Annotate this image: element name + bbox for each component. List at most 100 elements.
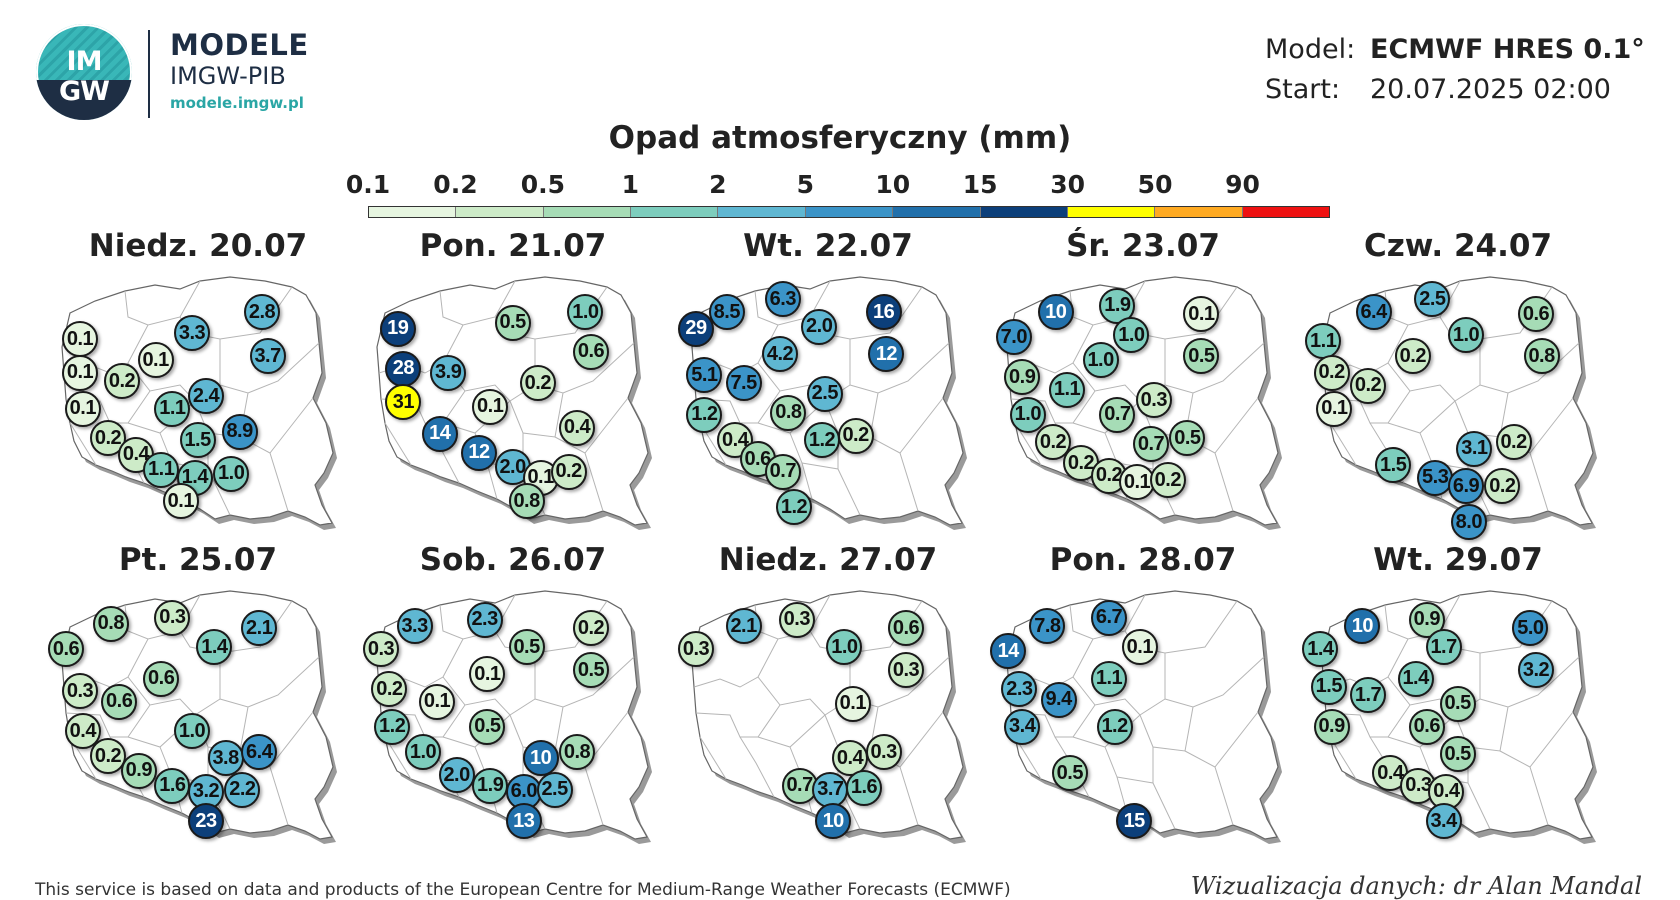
precip-value-marker: 2.1 bbox=[241, 610, 278, 647]
region-border bbox=[1072, 339, 1166, 402]
legend-color-bar bbox=[368, 206, 1330, 218]
precip-value-marker: 0.1 bbox=[62, 354, 98, 391]
panel-date-title: Pon. 21.07 bbox=[419, 228, 607, 264]
precip-value-marker: 3.4 bbox=[1425, 803, 1462, 840]
legend-threshold-9: 50 bbox=[1137, 170, 1173, 199]
precip-value-marker: 23 bbox=[188, 803, 224, 840]
precip-value-marker: 1.7 bbox=[1350, 677, 1386, 714]
precip-value-marker: 2.4 bbox=[188, 378, 224, 414]
precip-value-marker: 10 bbox=[1344, 608, 1381, 644]
precip-value-marker: 0.2 bbox=[1149, 462, 1186, 498]
precip-value-marker: 0.7 bbox=[1099, 396, 1136, 433]
precip-value-marker: 3.4 bbox=[1004, 708, 1041, 745]
legend-color-9 bbox=[1155, 207, 1243, 217]
forecast-panel: Śr. 23.07 10 1.9 0.1 7.0 1.0 0.5 0.9 1.0 1.1 0.3 1.… bbox=[975, 228, 1311, 538]
region-border bbox=[384, 422, 412, 466]
region-border bbox=[1214, 711, 1259, 768]
forecast-panel: Niedz. 20.07 0.1 3.3 2.8 0.1 0.1 3.7 0.2 2.4 0.1 1… bbox=[30, 228, 366, 538]
legend-color-8 bbox=[1067, 207, 1156, 217]
precip-value-marker: 0.2 bbox=[550, 453, 587, 490]
precip-value-marker: 14 bbox=[990, 633, 1027, 670]
precip-value-marker: 2.5 bbox=[1414, 281, 1451, 318]
region-border bbox=[1329, 422, 1357, 466]
precip-value-marker: 12 bbox=[461, 434, 497, 471]
legend-color-6 bbox=[893, 207, 981, 217]
precip-value-marker: 0.7 bbox=[764, 453, 801, 490]
legend-color-4 bbox=[718, 207, 806, 217]
precip-value-marker: 2.0 bbox=[801, 308, 838, 345]
precip-value-marker: 1.7 bbox=[1425, 629, 1462, 665]
panel-date-title: Wt. 29.07 bbox=[1373, 542, 1543, 578]
precip-value-marker: 0.2 bbox=[1495, 424, 1532, 461]
precip-value-marker: 9.4 bbox=[1040, 681, 1077, 718]
precip-value-marker: 7.5 bbox=[725, 365, 762, 402]
precip-value-marker: 3.8 bbox=[207, 740, 244, 777]
precip-value-marker: 0.2 bbox=[1313, 354, 1350, 391]
precip-value-marker: 0.1 bbox=[62, 321, 98, 358]
precip-value-marker: 1.4 bbox=[196, 629, 233, 665]
precip-value-marker: 19 bbox=[379, 310, 416, 347]
logo-url[interactable]: modele.imgw.pl bbox=[170, 94, 304, 112]
precip-value-marker: 1.5 bbox=[1310, 668, 1347, 705]
precip-value-marker: 0.2 bbox=[371, 671, 408, 707]
precip-value-marker: 0.1 bbox=[1121, 629, 1158, 665]
precip-value-marker: 6.4 bbox=[1355, 294, 1392, 330]
precip-value-marker: 1.1 bbox=[143, 451, 180, 488]
precip-value-marker: 0.8 bbox=[1523, 338, 1560, 375]
precip-value-marker: 0.6 bbox=[143, 660, 180, 697]
region-border bbox=[269, 397, 314, 454]
precip-value-marker: 10 bbox=[815, 803, 852, 840]
precip-value-marker: 15 bbox=[1116, 803, 1153, 840]
imgw-logo: IM GW MODELE IMGW-PIB modele.imgw.pl bbox=[30, 22, 430, 122]
precip-value-marker: 2.3 bbox=[1001, 671, 1038, 707]
region-border bbox=[1529, 397, 1574, 454]
panel-date-title: Czw. 24.07 bbox=[1363, 228, 1553, 264]
precip-value-marker: 0.2 bbox=[104, 363, 140, 400]
region-border bbox=[127, 653, 221, 716]
precip-value-marker: 1.0 bbox=[405, 734, 441, 770]
precip-value-marker: 1.2 bbox=[1096, 708, 1133, 745]
precip-value-marker: 3.1 bbox=[1456, 430, 1493, 467]
precip-value-marker: 0.1 bbox=[834, 685, 871, 722]
legend-threshold-7: 15 bbox=[962, 170, 998, 199]
legend-threshold-3: 1 bbox=[621, 170, 640, 199]
precip-value-marker: 3.9 bbox=[430, 354, 467, 391]
ecmwf-attribution: This service is based on data and produc… bbox=[35, 880, 1011, 900]
precip-value-marker: 0.2 bbox=[1484, 468, 1521, 505]
panel-date-title: Śr. 23.07 bbox=[1066, 228, 1220, 264]
precip-value-marker: 2.5 bbox=[536, 771, 573, 808]
precip-value-marker: 0.4 bbox=[1428, 773, 1465, 810]
precip-value-marker: 0.3 bbox=[865, 734, 902, 770]
precip-value-marker: 28 bbox=[385, 350, 422, 387]
precip-value-marker: 5.0 bbox=[1512, 610, 1549, 647]
precip-value-marker: 0.9 bbox=[1004, 359, 1041, 396]
precip-value-marker: 0.5 bbox=[1051, 755, 1088, 791]
precip-value-marker: 0.9 bbox=[1313, 708, 1350, 745]
precip-value-marker: 0.1 bbox=[1183, 296, 1220, 333]
precip-value-marker: 0.6 bbox=[1518, 296, 1554, 333]
precip-value-marker: 2.3 bbox=[466, 601, 503, 638]
legend-threshold-4: 2 bbox=[709, 170, 727, 199]
precip-value-marker: 1.1 bbox=[1091, 660, 1127, 697]
panel-date-title: Pon. 28.07 bbox=[1049, 542, 1237, 578]
precip-value-marker: 6.7 bbox=[1091, 599, 1127, 636]
logo-subtitle: IMGW-PIB bbox=[170, 62, 286, 90]
legend-threshold-8: 30 bbox=[1050, 170, 1086, 199]
region-border bbox=[1139, 706, 1194, 752]
precip-value-marker: 0.1 bbox=[162, 483, 199, 519]
precip-value-marker: 0.1 bbox=[469, 656, 506, 693]
precip-value-marker: 1.1 bbox=[1305, 323, 1342, 360]
region-border bbox=[127, 339, 221, 402]
precip-value-marker: 0.2 bbox=[1394, 338, 1431, 375]
region-border bbox=[1454, 706, 1509, 752]
precip-value-marker: 2.5 bbox=[806, 375, 843, 412]
precip-value-marker: 0.1 bbox=[137, 342, 174, 379]
legend-threshold-0: 0.1 bbox=[345, 170, 391, 199]
region-border bbox=[693, 638, 779, 688]
precip-value-marker: 0.2 bbox=[573, 610, 609, 647]
precip-value-marker: 1.6 bbox=[154, 767, 191, 804]
precip-value-marker: 1.6 bbox=[846, 769, 882, 806]
precip-value-marker: 0.6 bbox=[101, 683, 138, 720]
legend-threshold-6: 10 bbox=[875, 170, 911, 199]
forecast-panel: Pon. 21.07 19 0.5 1.0 28 3.9 0.6 31 0.1 0.2 14 0.4 1… bbox=[345, 228, 681, 538]
